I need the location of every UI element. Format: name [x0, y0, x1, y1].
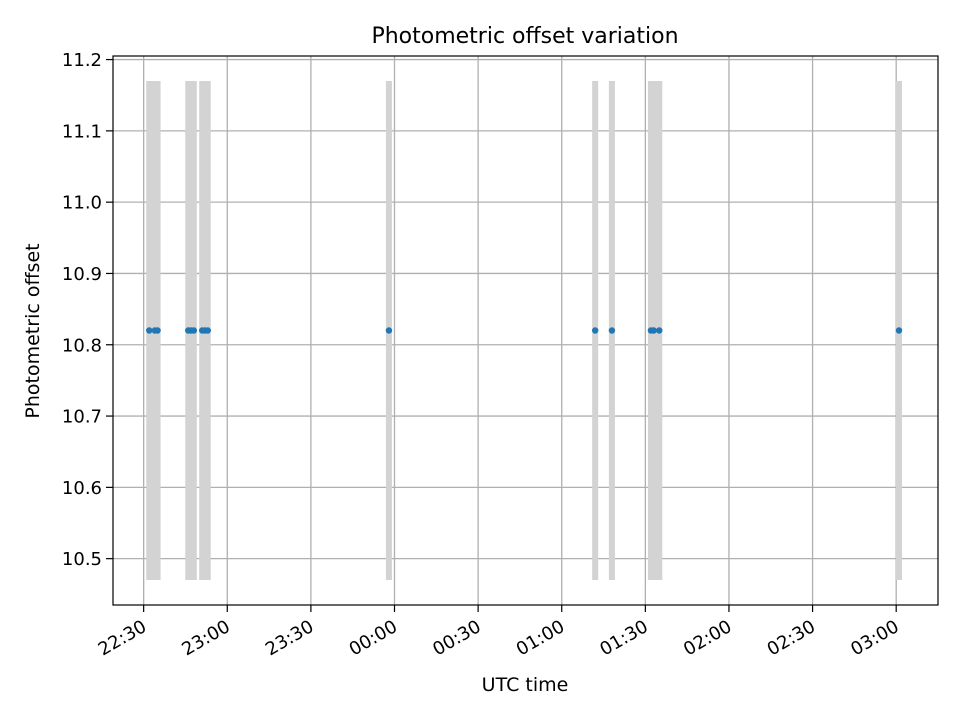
plot-frame: [112, 55, 939, 606]
y-tick-label: 10.5: [62, 549, 102, 570]
y-tick-label: 10.8: [62, 335, 102, 356]
data-points: [146, 327, 903, 334]
data-point: [895, 327, 903, 334]
data-point: [650, 327, 657, 334]
data-point: [591, 327, 599, 334]
chart-title: Photometric offset variation: [371, 24, 678, 49]
y-axis-ticks: 10.5 10.6 10.7 10.8 10.9 11.0 11.1 11.2: [62, 50, 113, 570]
x-axis-label: UTC time: [482, 674, 569, 696]
y-axis-label: Photometric offset: [22, 243, 44, 418]
y-tick-label: 10.9: [62, 264, 102, 285]
data-point: [608, 327, 616, 334]
data-point: [190, 327, 198, 334]
y-tick-label: 10.7: [62, 407, 102, 428]
y-tick-label: 11.2: [62, 50, 102, 71]
data-point: [204, 327, 211, 334]
data-point: [656, 327, 663, 334]
y-tick-label: 10.6: [62, 478, 102, 499]
data-point: [385, 327, 393, 334]
data-point: [146, 327, 153, 334]
data-point: [154, 327, 161, 334]
y-tick-label: 11.0: [62, 193, 102, 214]
y-tick-label: 11.1: [62, 121, 102, 142]
